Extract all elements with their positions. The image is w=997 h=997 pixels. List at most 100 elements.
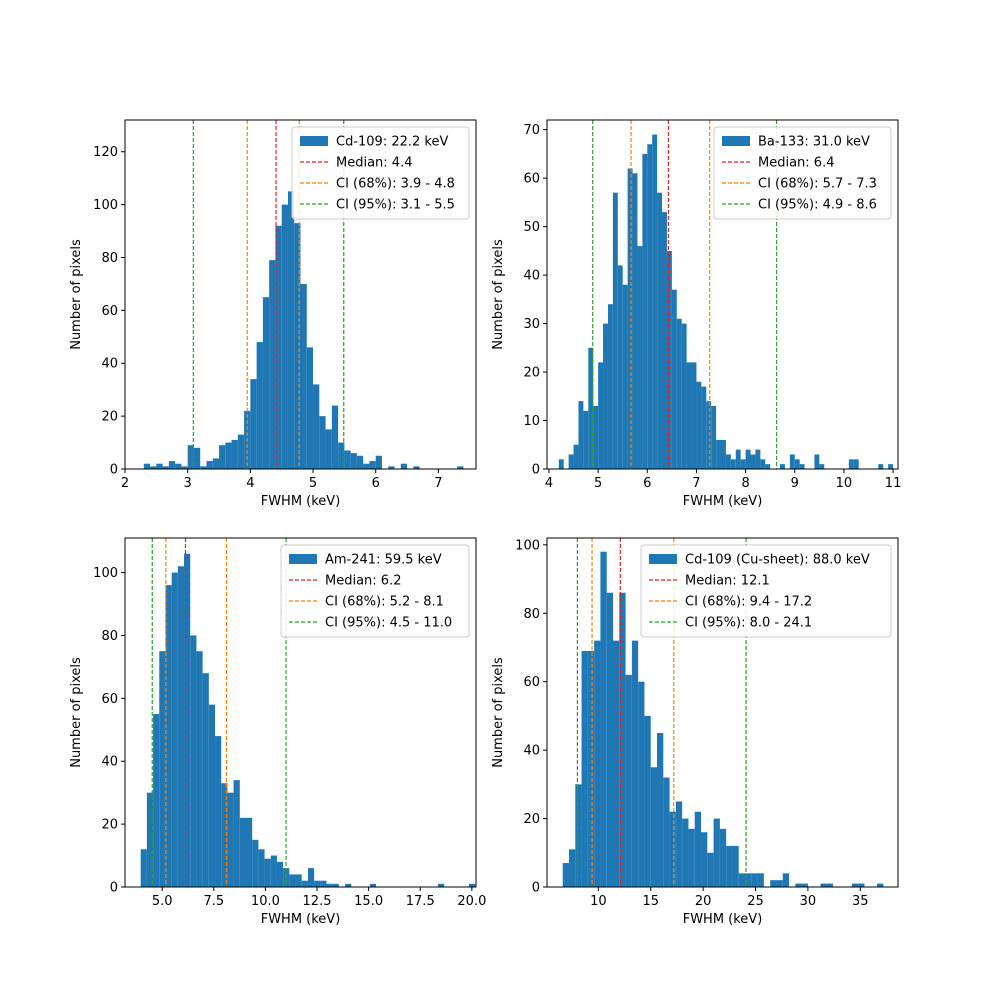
histogram-bar (638, 681, 645, 887)
histogram-bar (644, 715, 651, 887)
legend-label: CI (95%): 4.9 - 8.6 (758, 198, 877, 213)
legend-label: CI (95%): 8.0 - 24.1 (685, 616, 812, 631)
y-axis-label: Number of pixels (69, 239, 84, 350)
histogram-bar (202, 673, 209, 887)
histogram-bar (757, 873, 764, 887)
histogram-bar (676, 318, 682, 469)
histogram-bar (150, 466, 157, 469)
histogram-bar (751, 873, 758, 887)
histogram-bar (650, 767, 658, 887)
histogram-bar (888, 464, 894, 469)
y-tick-label: 10 (523, 414, 540, 429)
histogram-bar (177, 566, 185, 887)
histogram-bar (622, 284, 628, 469)
histogram-bar (313, 384, 320, 469)
x-tick-label: 17.5 (406, 894, 435, 909)
histogram-bar (295, 874, 302, 887)
axes-frame (124, 537, 477, 888)
y-axis-label: Number of pixels (69, 657, 84, 768)
histogram-bar (612, 192, 618, 470)
histogram-bar (269, 260, 276, 469)
histogram-bar (558, 459, 564, 469)
histogram-bar (457, 466, 464, 469)
histogram-panel-2: 4 5 6 7 8 9 10 11 0 10 20 30 40 50 60 70 FWHM (keV) Numbe… (491, 119, 901, 509)
histogram-bar (212, 458, 220, 469)
axes-frame (124, 119, 477, 470)
x-tick-label: 15 (642, 894, 659, 909)
y-tick-label: 40 (101, 357, 118, 372)
histogram-bars (140, 553, 476, 887)
histogram-bar (294, 223, 301, 469)
histogram-bar (184, 553, 191, 887)
histogram-bar (755, 449, 761, 469)
histogram-bar (159, 651, 166, 887)
histogram-bar (631, 640, 639, 887)
histogram-bar (275, 225, 282, 469)
histogram-bar (603, 323, 608, 469)
histogram-bar (682, 818, 689, 887)
legend: Cd-109 (Cu-sheet): 88.0 keV Median: 12.1 C… (640, 544, 892, 638)
histogram-bar (706, 401, 712, 469)
histogram-bar (400, 463, 408, 469)
histogram-bar (289, 874, 296, 887)
histogram-bar (760, 459, 766, 469)
legend-label: Median: 4.4 (336, 156, 412, 171)
histogram-bar (344, 450, 351, 469)
y-tick-label: 100 (93, 566, 118, 581)
histogram-bar (350, 453, 357, 469)
histogram-bar (325, 429, 332, 469)
y-tick-label: 40 (101, 755, 118, 770)
histogram-bar (171, 572, 178, 887)
legend: Cd-109: 22.2 keV Median: 4.4 CI (68%): 3.9… (291, 126, 470, 220)
legend-box (640, 544, 892, 638)
histogram-bar (301, 880, 308, 887)
y-tick-label: 80 (101, 629, 118, 644)
histogram-bar (600, 551, 607, 887)
histogram-bar (657, 192, 663, 470)
legend-patch (722, 136, 750, 146)
histogram-bar (146, 792, 154, 887)
legend-label: CI (95%): 4.5 - 11.0 (325, 616, 452, 631)
histogram-bar (187, 445, 194, 469)
histogram-bar (663, 777, 670, 887)
x-tick-label: 10 (836, 476, 853, 491)
y-tick-label: 60 (523, 675, 540, 690)
histogram-bar (632, 173, 638, 469)
y-tick-label: 0 (110, 463, 118, 478)
legend-label: CI (68%): 5.2 - 8.1 (325, 595, 444, 610)
y-tick-label: 20 (523, 812, 540, 827)
legend-label: CI (68%): 9.4 - 17.2 (685, 595, 812, 610)
histogram-bar (613, 640, 620, 887)
histogram-bar (738, 873, 746, 887)
x-tick-label: 6 (643, 476, 651, 491)
histogram-bar (637, 246, 643, 469)
legend-patch (300, 136, 328, 146)
x-tick-label: 15.0 (354, 894, 383, 909)
histogram-bar (725, 454, 731, 469)
histogram-bar (338, 442, 345, 469)
histogram-bar (245, 817, 253, 887)
histogram-bar (750, 454, 756, 469)
legend-label: CI (68%): 3.9 - 4.8 (336, 177, 455, 192)
histogram-bars (558, 134, 894, 470)
histogram-bar (264, 858, 271, 887)
legend-label: Ba-133: 31.0 keV (758, 135, 870, 150)
histogram-bar (227, 792, 234, 887)
legend-label: CI (68%): 5.7 - 7.3 (758, 177, 877, 192)
histogram-bar (562, 863, 570, 887)
histogram-bar (713, 818, 720, 887)
histogram-bar (208, 704, 216, 887)
histogram-bar (578, 401, 584, 469)
histogram-bar (657, 733, 664, 887)
histogram-bar (598, 362, 604, 469)
histogram-bar (851, 883, 859, 887)
histogram-bar (681, 323, 687, 469)
histogram-bar (363, 463, 370, 469)
histogram-bar (721, 439, 726, 469)
x-axis-label: FWHM (keV) (261, 912, 341, 927)
histogram-bar (140, 849, 147, 887)
histogram-bar (696, 381, 702, 469)
y-tick-label: 70 (523, 123, 540, 138)
y-tick-label: 20 (101, 818, 118, 833)
histogram-bar (568, 454, 574, 469)
